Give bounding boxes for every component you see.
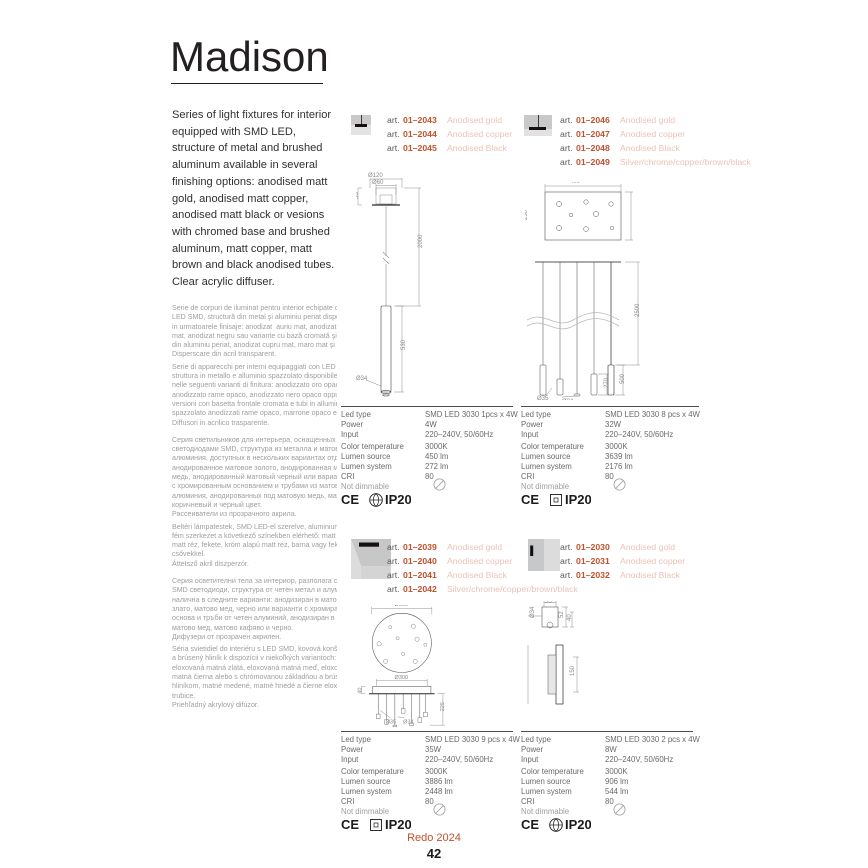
svg-text:530: 530 xyxy=(401,339,407,350)
svg-text:150: 150 xyxy=(570,665,576,676)
svg-text:250: 250 xyxy=(525,209,529,220)
svg-text:Ø380: Ø380 xyxy=(395,605,409,608)
svg-text:IP20: IP20 xyxy=(565,817,591,832)
svg-text:400: 400 xyxy=(570,182,581,185)
svg-text:40: 40 xyxy=(567,614,573,621)
svg-text:2000: 2000 xyxy=(418,234,424,248)
svg-text:2500: 2500 xyxy=(635,303,641,317)
svg-text:CE: CE xyxy=(341,492,359,507)
svg-text:IP20: IP20 xyxy=(385,492,411,507)
svg-text:Ø35: Ø35 xyxy=(386,719,396,725)
svg-text:CE: CE xyxy=(521,492,539,507)
svg-text:Ø34: Ø34 xyxy=(403,719,413,725)
svg-text:IP20: IP20 xyxy=(385,817,411,832)
svg-text:270: 270 xyxy=(604,377,610,388)
svg-text:225: 225 xyxy=(440,702,446,711)
svg-text:Ø120: Ø120 xyxy=(368,173,383,179)
svg-text:40: 40 xyxy=(358,688,364,694)
svg-text:Ø34: Ø34 xyxy=(356,376,368,382)
svg-text:Ø35: Ø35 xyxy=(537,396,549,400)
svg-text:Ø34: Ø34 xyxy=(530,606,536,618)
svg-text:Ø34: Ø34 xyxy=(562,399,574,400)
svg-text:55: 55 xyxy=(545,601,552,605)
svg-text:Ø300: Ø300 xyxy=(395,675,409,681)
svg-text:500: 500 xyxy=(620,373,626,384)
svg-text:CE: CE xyxy=(341,817,359,832)
svg-text:CE: CE xyxy=(521,817,539,832)
svg-text:52: 52 xyxy=(559,611,565,618)
svg-text:55: 55 xyxy=(356,192,360,199)
svg-text:280: 280 xyxy=(526,666,528,677)
svg-text:IP20: IP20 xyxy=(565,492,591,507)
svg-text:Ø60: Ø60 xyxy=(372,180,384,186)
